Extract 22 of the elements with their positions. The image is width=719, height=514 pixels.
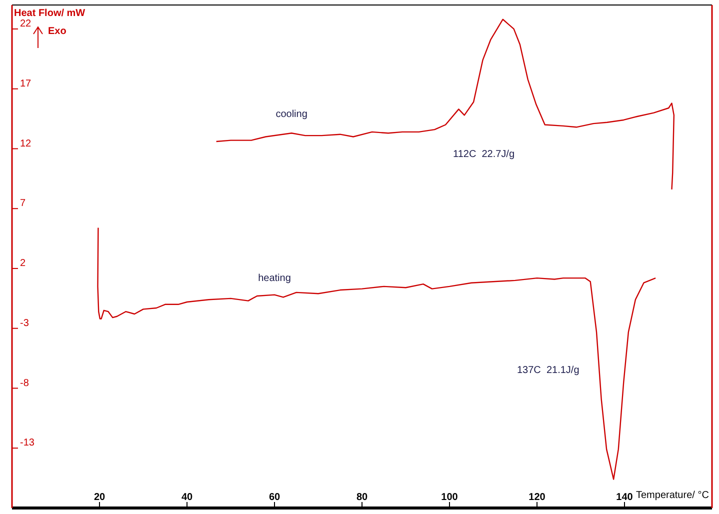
x-tick-label: 100 — [441, 492, 458, 503]
annotation: 112C 22.7J/g — [453, 149, 515, 160]
y-tick-label: -3 — [20, 318, 30, 329]
x-axis-title: Temperature/ °C — [636, 490, 709, 501]
y-axis-title: Heat Flow/ mW — [14, 8, 86, 19]
y-tick-label: -8 — [20, 378, 30, 389]
annotation: Exo — [48, 26, 66, 37]
x-tick-label: 40 — [181, 492, 193, 503]
y-tick-label: 22 — [20, 18, 32, 30]
y-tick-label: -13 — [20, 438, 35, 449]
y-tick-label: 7 — [20, 198, 26, 210]
x-tick-label: 140 — [616, 492, 634, 503]
x-tick-label: 60 — [268, 492, 280, 503]
x-tick-label: 20 — [94, 492, 106, 503]
y-tick-label: 12 — [20, 138, 32, 150]
y-tick-label: 2 — [20, 258, 26, 270]
series-label: heating — [258, 272, 291, 284]
x-tick-label: 80 — [356, 492, 368, 503]
x-tick-label: 120 — [528, 492, 546, 503]
annotation: 137C 21.1J/g — [517, 365, 580, 376]
series-label: cooling — [276, 109, 308, 120]
y-tick-label: 17 — [20, 78, 32, 90]
